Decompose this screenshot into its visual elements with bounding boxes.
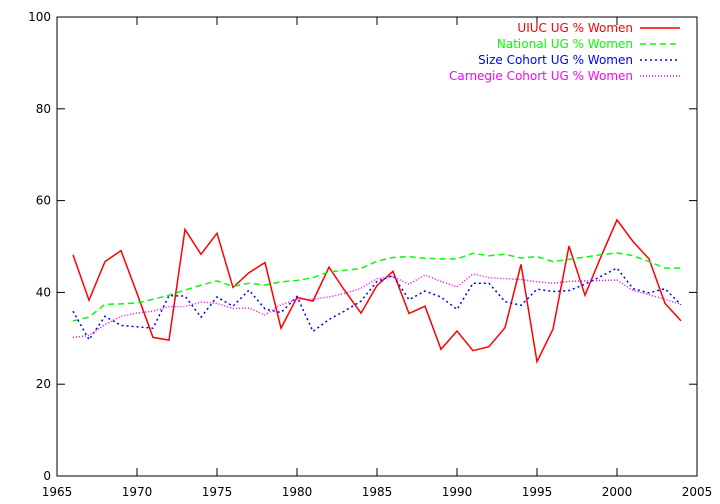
legend-label-1: UIUC UG % Women: [517, 21, 633, 35]
y-tick-label: 80: [36, 102, 51, 116]
x-tick-label: 1990: [442, 485, 473, 499]
x-tick-label: 2000: [602, 485, 633, 499]
y-tick-label: 40: [36, 285, 51, 299]
legend-label-3: Size Cohort UG % Women: [478, 53, 633, 67]
y-tick-label: 60: [36, 194, 51, 208]
legend-label-2: National UG % Women: [497, 37, 633, 51]
plot-frame: [56, 16, 698, 477]
legend-label-4: Carnegie Cohort UG % Women: [449, 69, 633, 83]
x-tick-label: 1970: [122, 485, 153, 499]
x-tick-label: 1975: [202, 485, 233, 499]
x-tick-label: 1980: [282, 485, 313, 499]
x-tick-label: 2005: [682, 485, 713, 499]
series-group: [72, 218, 682, 365]
series-line-2: [72, 252, 681, 322]
x-tick-label: 1985: [362, 485, 393, 499]
x-tick-label: 1995: [522, 485, 553, 499]
series-line-1: [72, 218, 682, 365]
y-tick-label: 0: [43, 469, 51, 483]
legend: UIUC UG % Women National UG % Women Size C…: [449, 21, 680, 83]
axis-ticks: 1965 1970 1975 1980 1985 1990 1995 2000 2005 0 20 4…: [28, 10, 712, 499]
series-line-3: [72, 267, 682, 342]
y-tick-label: 20: [36, 377, 51, 391]
series-line-4: [72, 273, 682, 339]
y-tick-label: 100: [28, 10, 51, 24]
x-tick-label: 1965: [42, 485, 73, 499]
